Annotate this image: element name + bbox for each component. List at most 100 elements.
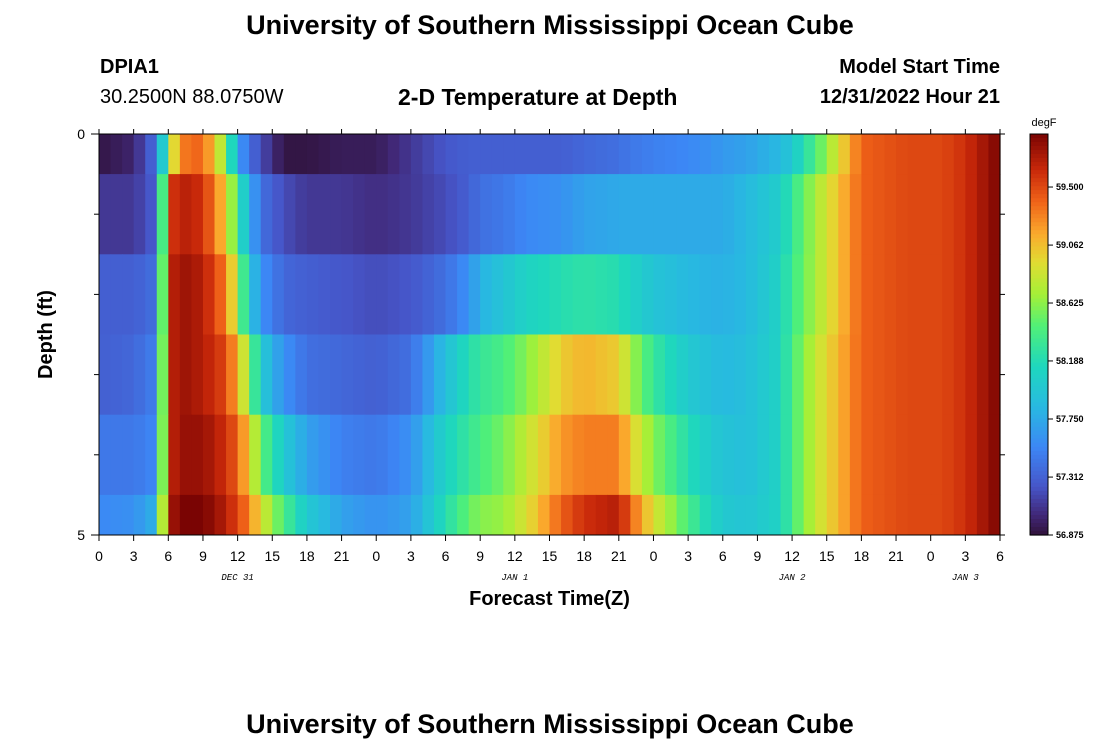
colorbar-segment	[1030, 478, 1048, 484]
heatmap-cell	[549, 174, 562, 255]
heatmap-cell	[353, 334, 366, 416]
heatmap-cell	[260, 254, 273, 335]
heatmap-cell	[353, 174, 366, 255]
heatmap-cell	[665, 414, 678, 496]
heatmap-cell	[815, 174, 828, 255]
heatmap-cell	[457, 494, 470, 536]
heatmap-cell	[676, 134, 689, 175]
heatmap-cell	[399, 254, 412, 335]
heatmap-cell	[376, 494, 389, 536]
heatmap-cell	[734, 494, 747, 536]
colorbar-tick-label: 58.625	[1056, 298, 1084, 308]
heatmap-cell	[641, 334, 655, 416]
colorbar-segment	[1030, 330, 1048, 336]
colorbar-segment	[1030, 510, 1048, 516]
heatmap-cell	[803, 174, 816, 255]
heatmap-cell	[410, 254, 424, 335]
heatmap-cell	[514, 174, 527, 255]
heatmap-cell	[711, 174, 724, 255]
colorbar-segment	[1030, 386, 1048, 392]
heatmap-cell	[711, 414, 724, 496]
heatmap-cell	[561, 174, 574, 255]
heatmap-cell	[445, 494, 458, 536]
heatmap-cell	[607, 134, 620, 175]
heatmap-cell	[757, 254, 770, 335]
heatmap-cell	[884, 254, 897, 335]
heatmap-cell	[768, 494, 782, 536]
heatmap-cell	[318, 174, 331, 255]
colorbar-segment	[1030, 382, 1048, 388]
heatmap-cell	[699, 254, 712, 335]
heatmap-cell	[330, 134, 343, 175]
heatmap-cell	[988, 334, 1001, 416]
colorbar-segment	[1030, 294, 1048, 300]
colorbar-segment	[1030, 262, 1048, 267]
heatmap-cell	[965, 254, 978, 335]
colorbar-segment	[1030, 514, 1048, 520]
heatmap-cell	[514, 334, 527, 416]
heatmap-cell	[537, 414, 551, 496]
heatmap-cell	[272, 254, 285, 335]
colorbar-segment	[1030, 466, 1048, 472]
heatmap-cell	[272, 494, 285, 536]
colorbar-segment	[1030, 198, 1048, 203]
heatmap-cell	[884, 174, 897, 255]
heatmap-cell	[607, 254, 620, 335]
heatmap-cell	[318, 134, 331, 175]
colorbar-segment	[1030, 502, 1048, 508]
colorbar-segment	[1030, 530, 1048, 536]
heatmap-cell	[387, 334, 400, 416]
heatmap-cell	[249, 414, 262, 496]
heatmap-cell	[376, 254, 389, 335]
heatmap-cell	[607, 494, 620, 536]
colorbar-segment	[1030, 490, 1048, 496]
colorbar-segment	[1030, 282, 1048, 287]
heatmap-cell	[179, 414, 193, 496]
heatmap-cell	[122, 414, 135, 496]
colorbar-segment	[1030, 134, 1048, 139]
colorbar-segment	[1030, 154, 1048, 159]
heatmap-cell	[318, 414, 331, 496]
colorbar-segment	[1030, 266, 1048, 271]
heatmap-cell	[399, 334, 412, 416]
heatmap-cell	[341, 254, 354, 335]
heatmap-cell	[953, 134, 966, 175]
heatmap-cell	[491, 494, 504, 536]
heatmap-cell	[99, 174, 112, 255]
heatmap-cell	[872, 254, 886, 335]
heatmap-cell	[179, 174, 193, 255]
heatmap-cell	[896, 134, 909, 175]
heatmap-cell	[237, 134, 250, 175]
heatmap-cell	[168, 254, 181, 335]
heatmap-cell	[549, 494, 562, 536]
heatmap-cell	[618, 414, 631, 496]
x-tick-label: 21	[334, 548, 350, 564]
heatmap-cell	[330, 494, 343, 536]
heatmap-cell	[584, 494, 597, 536]
heatmap-cell	[907, 494, 920, 536]
heatmap-cell	[503, 494, 516, 536]
heatmap-cell	[607, 334, 620, 416]
heatmap-cell	[722, 494, 735, 536]
colorbar-segment	[1030, 374, 1048, 380]
page-title: University of Southern Mississippi Ocean…	[246, 10, 854, 40]
heatmap-cell	[272, 134, 285, 175]
heatmap-cell	[976, 414, 990, 496]
heatmap-cell	[618, 174, 631, 255]
colorbar-segment	[1030, 426, 1048, 432]
heatmap-cell	[745, 414, 759, 496]
heatmap-cell	[607, 174, 620, 255]
heatmap-cell	[953, 494, 966, 536]
colorbar-segment	[1030, 202, 1048, 207]
colorbar-tick-label: 59.500	[1056, 182, 1084, 192]
heatmap-cell	[630, 494, 643, 536]
model-start-value: 12/31/2022 Hour 21	[819, 86, 1000, 108]
heatmap-cell	[376, 174, 389, 255]
heatmap-cell	[618, 334, 631, 416]
heatmap-cell	[826, 494, 839, 536]
heatmap-cell	[133, 134, 146, 175]
heatmap-cell	[792, 334, 805, 416]
heatmap-cell	[272, 334, 285, 416]
heatmap-cell	[168, 334, 181, 416]
heatmap-cell	[953, 414, 966, 496]
